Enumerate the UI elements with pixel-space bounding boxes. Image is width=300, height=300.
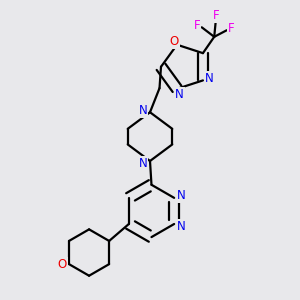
Text: N: N bbox=[139, 104, 147, 117]
Text: F: F bbox=[212, 10, 219, 22]
Text: N: N bbox=[177, 189, 186, 202]
Text: O: O bbox=[169, 35, 179, 48]
Text: O: O bbox=[58, 258, 67, 271]
Text: F: F bbox=[194, 19, 200, 32]
Text: F: F bbox=[228, 22, 235, 35]
Text: N: N bbox=[139, 157, 147, 169]
Text: N: N bbox=[205, 71, 214, 85]
Text: N: N bbox=[175, 88, 184, 101]
Text: N: N bbox=[177, 220, 186, 233]
